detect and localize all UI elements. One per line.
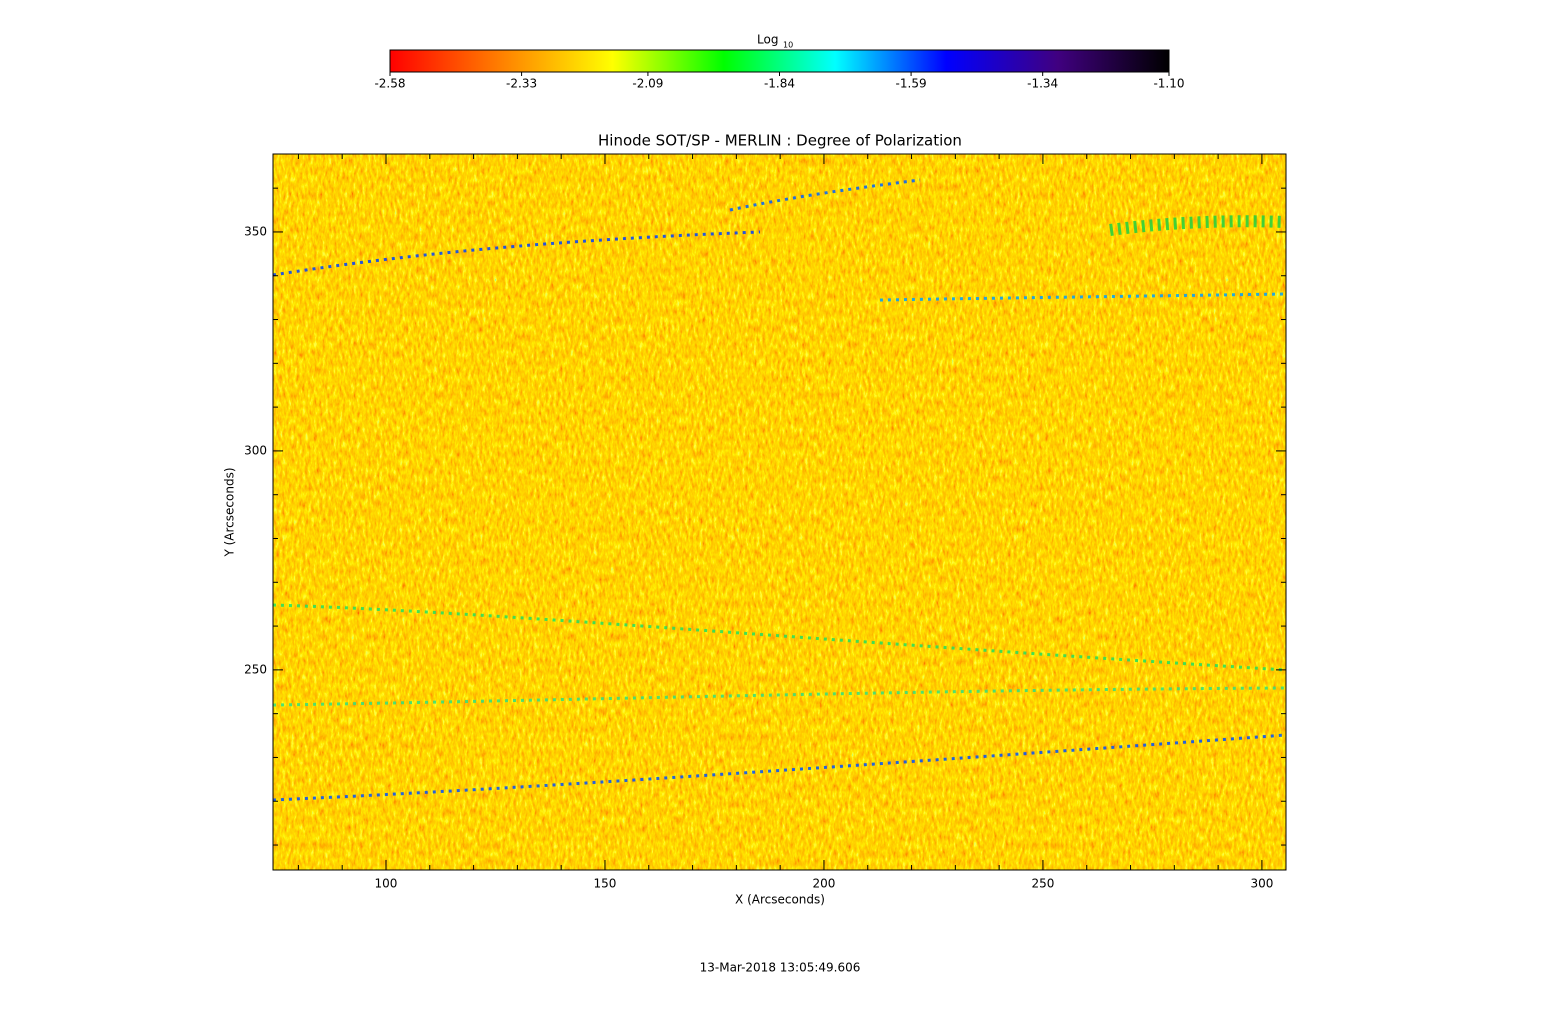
chart-title: Hinode SOT/SP - MERLIN : Degree of Polar… (598, 132, 962, 150)
colorbar-tick-label: -1.59 (896, 77, 927, 91)
colorbar-label: Log (757, 33, 778, 47)
polarization-map (273, 154, 1286, 870)
colorbar-tick-label: -2.58 (374, 77, 405, 91)
x-axis-label: X (Arcseconds) (735, 893, 825, 907)
colorbar-label-subscript: 10 (783, 41, 793, 50)
x-tick-label: 100 (375, 877, 398, 891)
colorbar-tick-label: -2.33 (506, 77, 537, 91)
x-tick-label: 150 (594, 877, 617, 891)
colorbar (389, 49, 1170, 73)
x-tick-label: 300 (1250, 877, 1273, 891)
timestamp: 13-Mar-2018 13:05:49.606 (700, 961, 861, 975)
y-axis-label: Y (Arcseconds) (223, 467, 237, 557)
colorbar-tick-label: -1.84 (764, 77, 795, 91)
plot-frame (272, 153, 1287, 871)
colorbar-tick-label: -1.34 (1027, 77, 1058, 91)
y-tick-label: 300 (244, 443, 267, 457)
field-streaks (272, 178, 1287, 802)
x-tick-label: 250 (1031, 877, 1054, 891)
x-tick-label: 200 (812, 877, 835, 891)
y-tick-label: 250 (244, 662, 267, 676)
y-tick-label: 350 (244, 224, 267, 238)
colorbar-tick-label: -2.09 (632, 77, 663, 91)
colorbar-tick-label: -1.10 (1153, 77, 1184, 91)
